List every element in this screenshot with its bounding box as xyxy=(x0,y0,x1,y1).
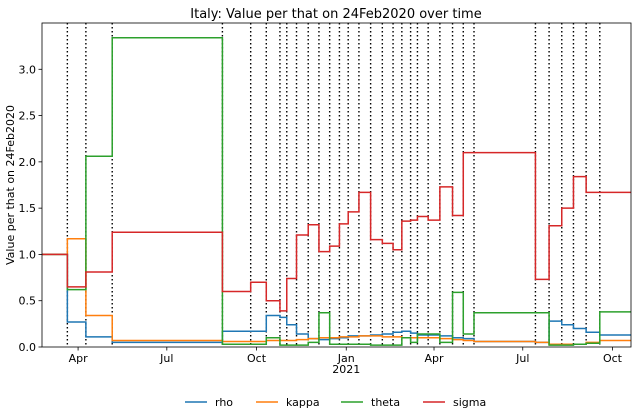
chart-title: Italy: Value per that on 24Feb2020 over … xyxy=(190,7,481,22)
x-tick-label: Oct xyxy=(247,352,267,365)
x-tick-label: Apr xyxy=(69,352,89,365)
series-line-kappa xyxy=(42,237,631,345)
x-tick-label: Jan xyxy=(337,352,355,365)
series-line-theta xyxy=(42,37,631,346)
legend: rho kappa theta sigma xyxy=(185,396,486,409)
legend-label-theta: theta xyxy=(371,396,400,409)
x-tick-sublabel: 2021 xyxy=(332,363,360,376)
change-point-lines xyxy=(66,23,601,347)
y-tick-label: 1.0 xyxy=(19,248,37,261)
y-tick-label: 2.5 xyxy=(19,110,37,123)
y-tick-label: 0.5 xyxy=(19,295,37,308)
x-tick-label: Apr xyxy=(425,352,445,365)
y-tick-label: 1.5 xyxy=(19,202,37,215)
plot-frame xyxy=(41,22,632,348)
y-tick-label: 3.0 xyxy=(19,63,37,76)
series-lines xyxy=(42,37,631,346)
y-axis-label: Value per that on 24Feb2020 xyxy=(4,105,17,265)
series-line-rho xyxy=(42,253,631,344)
y-tick-label: 2.0 xyxy=(19,156,37,169)
y-axis: 0.0 0.5 1.0 1.5 2.0 2.5 3.0 xyxy=(19,63,42,354)
series-line-sigma xyxy=(42,151,631,312)
legend-label-rho: rho xyxy=(215,396,233,409)
x-tick-label: Jul xyxy=(515,352,529,365)
x-tick-label: Oct xyxy=(603,352,623,365)
x-tick-label: Jul xyxy=(159,352,173,365)
y-tick-label: 0.0 xyxy=(19,341,37,354)
legend-label-sigma: sigma xyxy=(453,396,486,409)
legend-label-kappa: kappa xyxy=(286,396,320,409)
